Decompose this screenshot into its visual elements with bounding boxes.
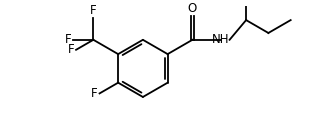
Text: O: O [188,2,197,15]
Text: F: F [68,43,74,56]
Text: F: F [91,87,98,100]
Text: F: F [90,4,97,17]
Text: NH: NH [212,33,230,46]
Text: F: F [65,33,71,46]
